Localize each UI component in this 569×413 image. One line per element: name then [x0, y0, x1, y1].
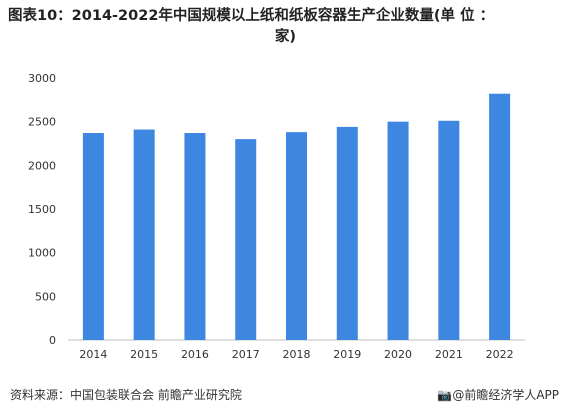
- y-tick-label: 3000: [28, 72, 56, 85]
- chart-title: 图表10：2014-2022年中国规模以上纸和纸板容器生产企业数量(单 位 ： …: [8, 6, 563, 48]
- brand-credit: 📷@前瞻经济学人APP: [437, 386, 559, 403]
- chart-title-line1: 图表10：2014-2022年中国规模以上纸和纸板容器生产企业数量(单 位 ：: [8, 8, 495, 24]
- bar: [286, 132, 307, 340]
- source-note: 资料来源：中国包装联合会 前瞻产业研究院: [10, 388, 242, 402]
- x-tick-label: 2019: [333, 348, 361, 361]
- y-tick-label: 0: [49, 334, 56, 347]
- brand-label: @前瞻经济学人APP: [452, 388, 559, 402]
- x-tick-label: 2016: [181, 348, 209, 361]
- x-tick-label: 2022: [486, 348, 514, 361]
- bar: [438, 120, 460, 340]
- y-tick-label: 1500: [28, 203, 56, 216]
- y-tick-label: 2000: [28, 159, 56, 172]
- bar: [489, 93, 511, 340]
- bar: [336, 126, 358, 340]
- x-tick-label: 2020: [384, 348, 412, 361]
- bar: [235, 139, 257, 340]
- y-tick-label: 1000: [28, 247, 56, 260]
- x-tick-label: 2015: [130, 348, 158, 361]
- chart-title-line2: 家): [274, 29, 297, 45]
- bar: [82, 133, 104, 340]
- camera-logo-icon: 📷: [437, 388, 453, 402]
- y-tick-label: 500: [35, 290, 56, 303]
- x-tick-label: 2021: [435, 348, 463, 361]
- y-tick-label: 2500: [28, 116, 56, 129]
- bar: [133, 129, 155, 340]
- x-tick-label: 2014: [79, 348, 107, 361]
- bar: [184, 133, 206, 340]
- x-tick-label: 2018: [283, 348, 311, 361]
- bar: [387, 121, 409, 341]
- x-tick-label: 2017: [232, 348, 260, 361]
- footer: 资料来源：中国包装联合会 前瞻产业研究院 📷@前瞻经济学人APP: [10, 386, 559, 403]
